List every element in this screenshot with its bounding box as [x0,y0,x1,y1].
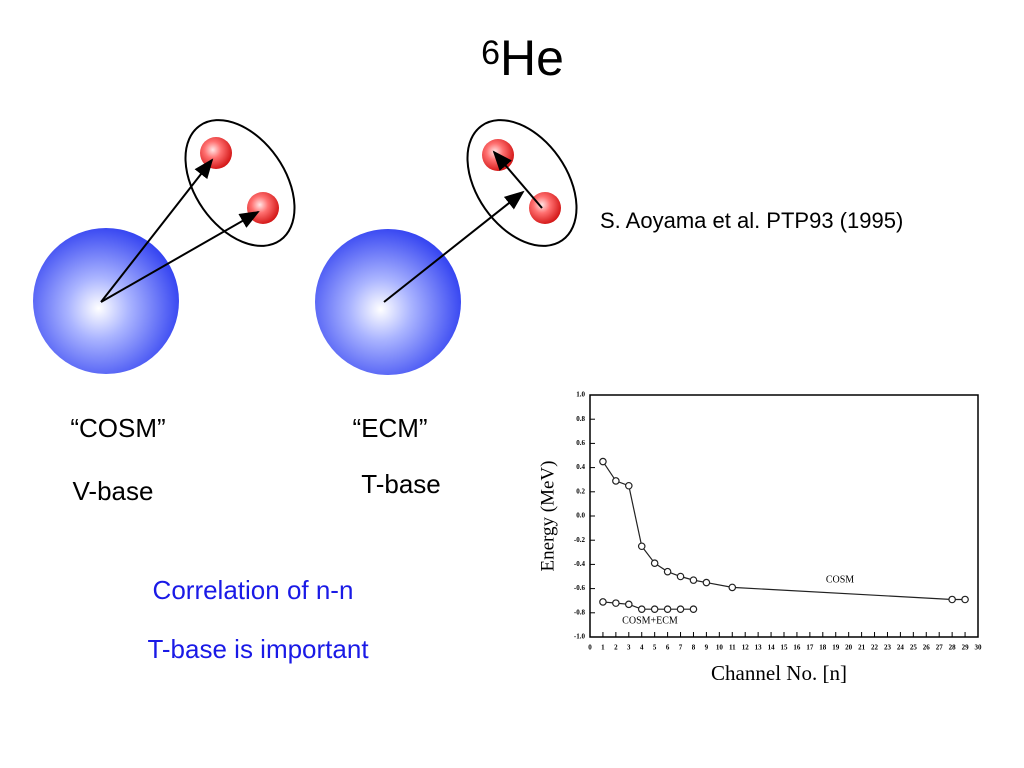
x-tick-label: 18 [819,644,827,652]
x-tick-label: 9 [705,644,709,652]
x-tick-label: 1 [601,644,605,652]
y-tick-label: 1.0 [576,391,585,399]
y-tick-label: 0.6 [576,439,585,447]
data-point [612,477,620,485]
x-tick-label: 2 [614,644,618,652]
plot-frame [589,394,979,638]
cosm-diagram [33,119,296,374]
data-point [650,559,659,567]
x-tick-label: 16 [793,644,801,652]
x-tick-label: 7 [679,644,683,652]
y-tick-label: 0.8 [576,415,585,423]
x-tick-label: 17 [806,644,814,652]
data-point [702,578,711,587]
x-tick-label: 30 [975,644,983,652]
data-point [948,595,956,604]
data-point [599,598,607,606]
y-tick-label: -1.0 [574,633,586,641]
ecm-label: “ECM” [352,413,427,443]
title-sup: 6 [481,34,500,72]
data-point [650,605,659,613]
ecm-diagram [315,119,578,375]
data-point [624,600,633,609]
y-tick-label: 0.4 [576,463,585,471]
data-point [663,605,672,613]
y-tick-label: -0.4 [574,560,586,568]
x-tick-label: 28 [949,644,957,652]
x-tick-label: 3 [627,644,631,652]
x-tick-label: 27 [936,644,944,652]
x-tick-label: 23 [884,644,892,652]
chart: 1.0 0.8 0.6 0.4 0.2 0.0 -0.2 -0.4 -0.6 -0.8 -1.00 1… [537,391,982,685]
cosm-label: “COSM” [70,413,165,443]
y-tick-label: 0.2 [576,487,585,495]
x-tick-label: 21 [858,644,866,652]
x-tick-label: 20 [845,644,853,652]
x-tick-label: 19 [832,644,840,652]
data-point [612,599,620,607]
x-tick-label: 15 [781,644,789,652]
series-label: COSM [826,574,854,585]
x-tick-label: 26 [923,644,931,652]
data-point [676,605,685,613]
data-point [599,457,607,466]
data-point [689,576,698,584]
citation: S. Aoyama et al. PTP93 (1995) [600,208,903,233]
x-tick-label: 4 [640,644,644,652]
data-point [961,595,969,604]
ecm-base: T-base [361,469,441,499]
x-tick-label: 12 [742,644,750,652]
y-tick-label: -0.8 [574,608,586,616]
x-tick-label: 0 [588,644,592,652]
data-point [624,481,633,490]
x-axis-label: Channel No. [n] [711,661,847,685]
x-tick-label: 29 [962,644,970,652]
x-tick-label: 14 [768,644,776,652]
y-axis-label: Energy (MeV) [537,461,558,572]
y-tick-label: -0.2 [574,536,586,544]
x-tick-label: 8 [692,644,696,652]
x-tick-label: 24 [897,644,905,652]
note: Correlation of n-n [153,575,354,605]
data-point [728,583,737,592]
data-point [663,567,672,576]
y-tick-label: -0.6 [574,584,586,592]
x-tick-label: 25 [910,644,918,652]
note: T-base is important [147,634,369,664]
title: He [500,30,564,86]
cosm-base: V-base [73,476,154,506]
data-point [637,542,646,551]
x-tick-label: 10 [716,644,724,652]
x-tick-label: 5 [653,644,657,652]
series-line [602,461,966,601]
data-point [689,605,698,613]
y-tick-label: 0.0 [576,512,585,520]
x-tick-label: 6 [666,644,670,652]
x-tick-label: 11 [729,644,736,652]
x-tick-label: 13 [755,644,763,652]
series-label: COSM+ECM [622,615,678,626]
x-tick-label: 22 [871,644,879,652]
data-point [676,572,685,581]
data-point [637,605,646,613]
